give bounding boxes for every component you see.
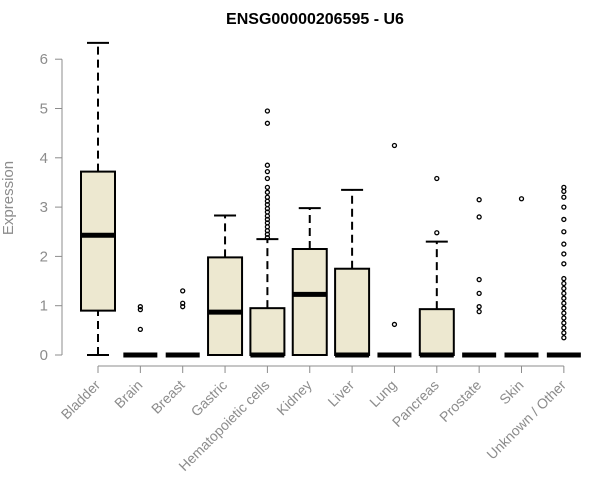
outlier-point — [561, 261, 567, 267]
y-tick-label: 2 — [40, 248, 48, 265]
x-tick-label: Lung — [366, 377, 399, 410]
y-tick-label: 5 — [40, 101, 48, 118]
outlier-point — [137, 306, 144, 313]
box-hematopoietic-cells — [249, 108, 286, 358]
outlier-point — [561, 330, 567, 336]
outlier-point — [561, 325, 567, 331]
y-axis: 0 1 2 3 4 5 6 — [40, 51, 63, 364]
y-tick-label: 4 — [40, 150, 48, 167]
outlier-point — [518, 196, 525, 202]
outlier-point — [264, 120, 271, 126]
plot-area — [80, 41, 581, 358]
outlier-point — [264, 184, 271, 191]
outlier-point — [561, 280, 567, 287]
outlier-point — [264, 189, 271, 195]
outlier-point — [137, 304, 144, 310]
box-liver — [334, 188, 371, 358]
outlier-point — [561, 184, 567, 191]
outlier-point — [561, 320, 567, 326]
y-axis-label: Expression — [0, 161, 17, 235]
outlier-point — [561, 241, 567, 247]
outlier-point — [561, 275, 567, 282]
box-breast — [165, 288, 200, 358]
outlier-point — [180, 288, 186, 294]
x-tick-label: Brain — [111, 377, 145, 411]
box-bladder — [80, 41, 116, 356]
outlier-point — [180, 300, 186, 306]
outlier-point — [561, 315, 567, 321]
outlier-point — [561, 194, 567, 200]
outlier-point — [434, 230, 440, 236]
outlier-point — [264, 175, 271, 182]
y-tick-label: 6 — [40, 51, 48, 68]
outlier-point — [137, 326, 144, 333]
box-kidney — [291, 207, 328, 357]
outlier-point — [561, 251, 567, 257]
x-tick-label: Pancreas — [389, 377, 442, 430]
x-tick-label: Breast — [148, 377, 188, 417]
chart-title: ENSG00000206595 - U6 — [226, 11, 404, 28]
y-tick-label: 1 — [40, 298, 48, 315]
outlier-point — [561, 335, 567, 341]
box-gastric — [207, 214, 244, 356]
x-tick-label: Prostate — [436, 377, 484, 425]
box-skin — [504, 196, 539, 358]
outlier-point — [561, 295, 567, 301]
outlier-point — [264, 108, 271, 114]
outlier-point — [391, 142, 398, 149]
x-tick-label: Liver — [324, 377, 357, 410]
outlier-point — [561, 216, 567, 223]
box-iqr — [80, 170, 116, 312]
outlier-point — [561, 310, 567, 316]
box-iqr — [249, 307, 286, 357]
outlier-point — [476, 304, 482, 310]
box-iqr — [207, 256, 244, 356]
outlier-point — [264, 168, 271, 175]
outlier-point — [476, 197, 482, 203]
x-tick-label: Skin — [496, 377, 527, 408]
box-unknown-other — [546, 184, 581, 358]
outlier-point — [391, 321, 398, 328]
outlier-point — [264, 162, 271, 168]
x-tick-label: Bladder — [58, 377, 104, 423]
outlier-point — [434, 175, 440, 182]
outlier-point — [476, 214, 482, 220]
box-lung — [377, 142, 412, 358]
box-pancreas — [418, 175, 455, 358]
outlier-point — [561, 285, 567, 292]
box-iqr — [291, 248, 328, 357]
x-tick-label: Unknown / Other — [483, 377, 569, 463]
y-tick-label: 0 — [40, 347, 48, 364]
outlier-point — [561, 290, 567, 297]
outlier-point — [561, 204, 567, 210]
y-tick-label: 3 — [40, 199, 48, 216]
outlier-point — [476, 276, 482, 283]
outlier-point — [561, 305, 567, 311]
box-brain — [123, 304, 158, 358]
outlier-point — [476, 308, 482, 315]
box-iqr — [418, 308, 455, 356]
outlier-point — [561, 229, 567, 235]
outlier-point — [476, 290, 482, 297]
x-tick-label: Kidney — [273, 377, 315, 419]
box-prostate — [462, 197, 497, 358]
outlier-point — [561, 300, 567, 306]
outlier-point — [264, 194, 271, 200]
box-iqr — [334, 267, 371, 357]
